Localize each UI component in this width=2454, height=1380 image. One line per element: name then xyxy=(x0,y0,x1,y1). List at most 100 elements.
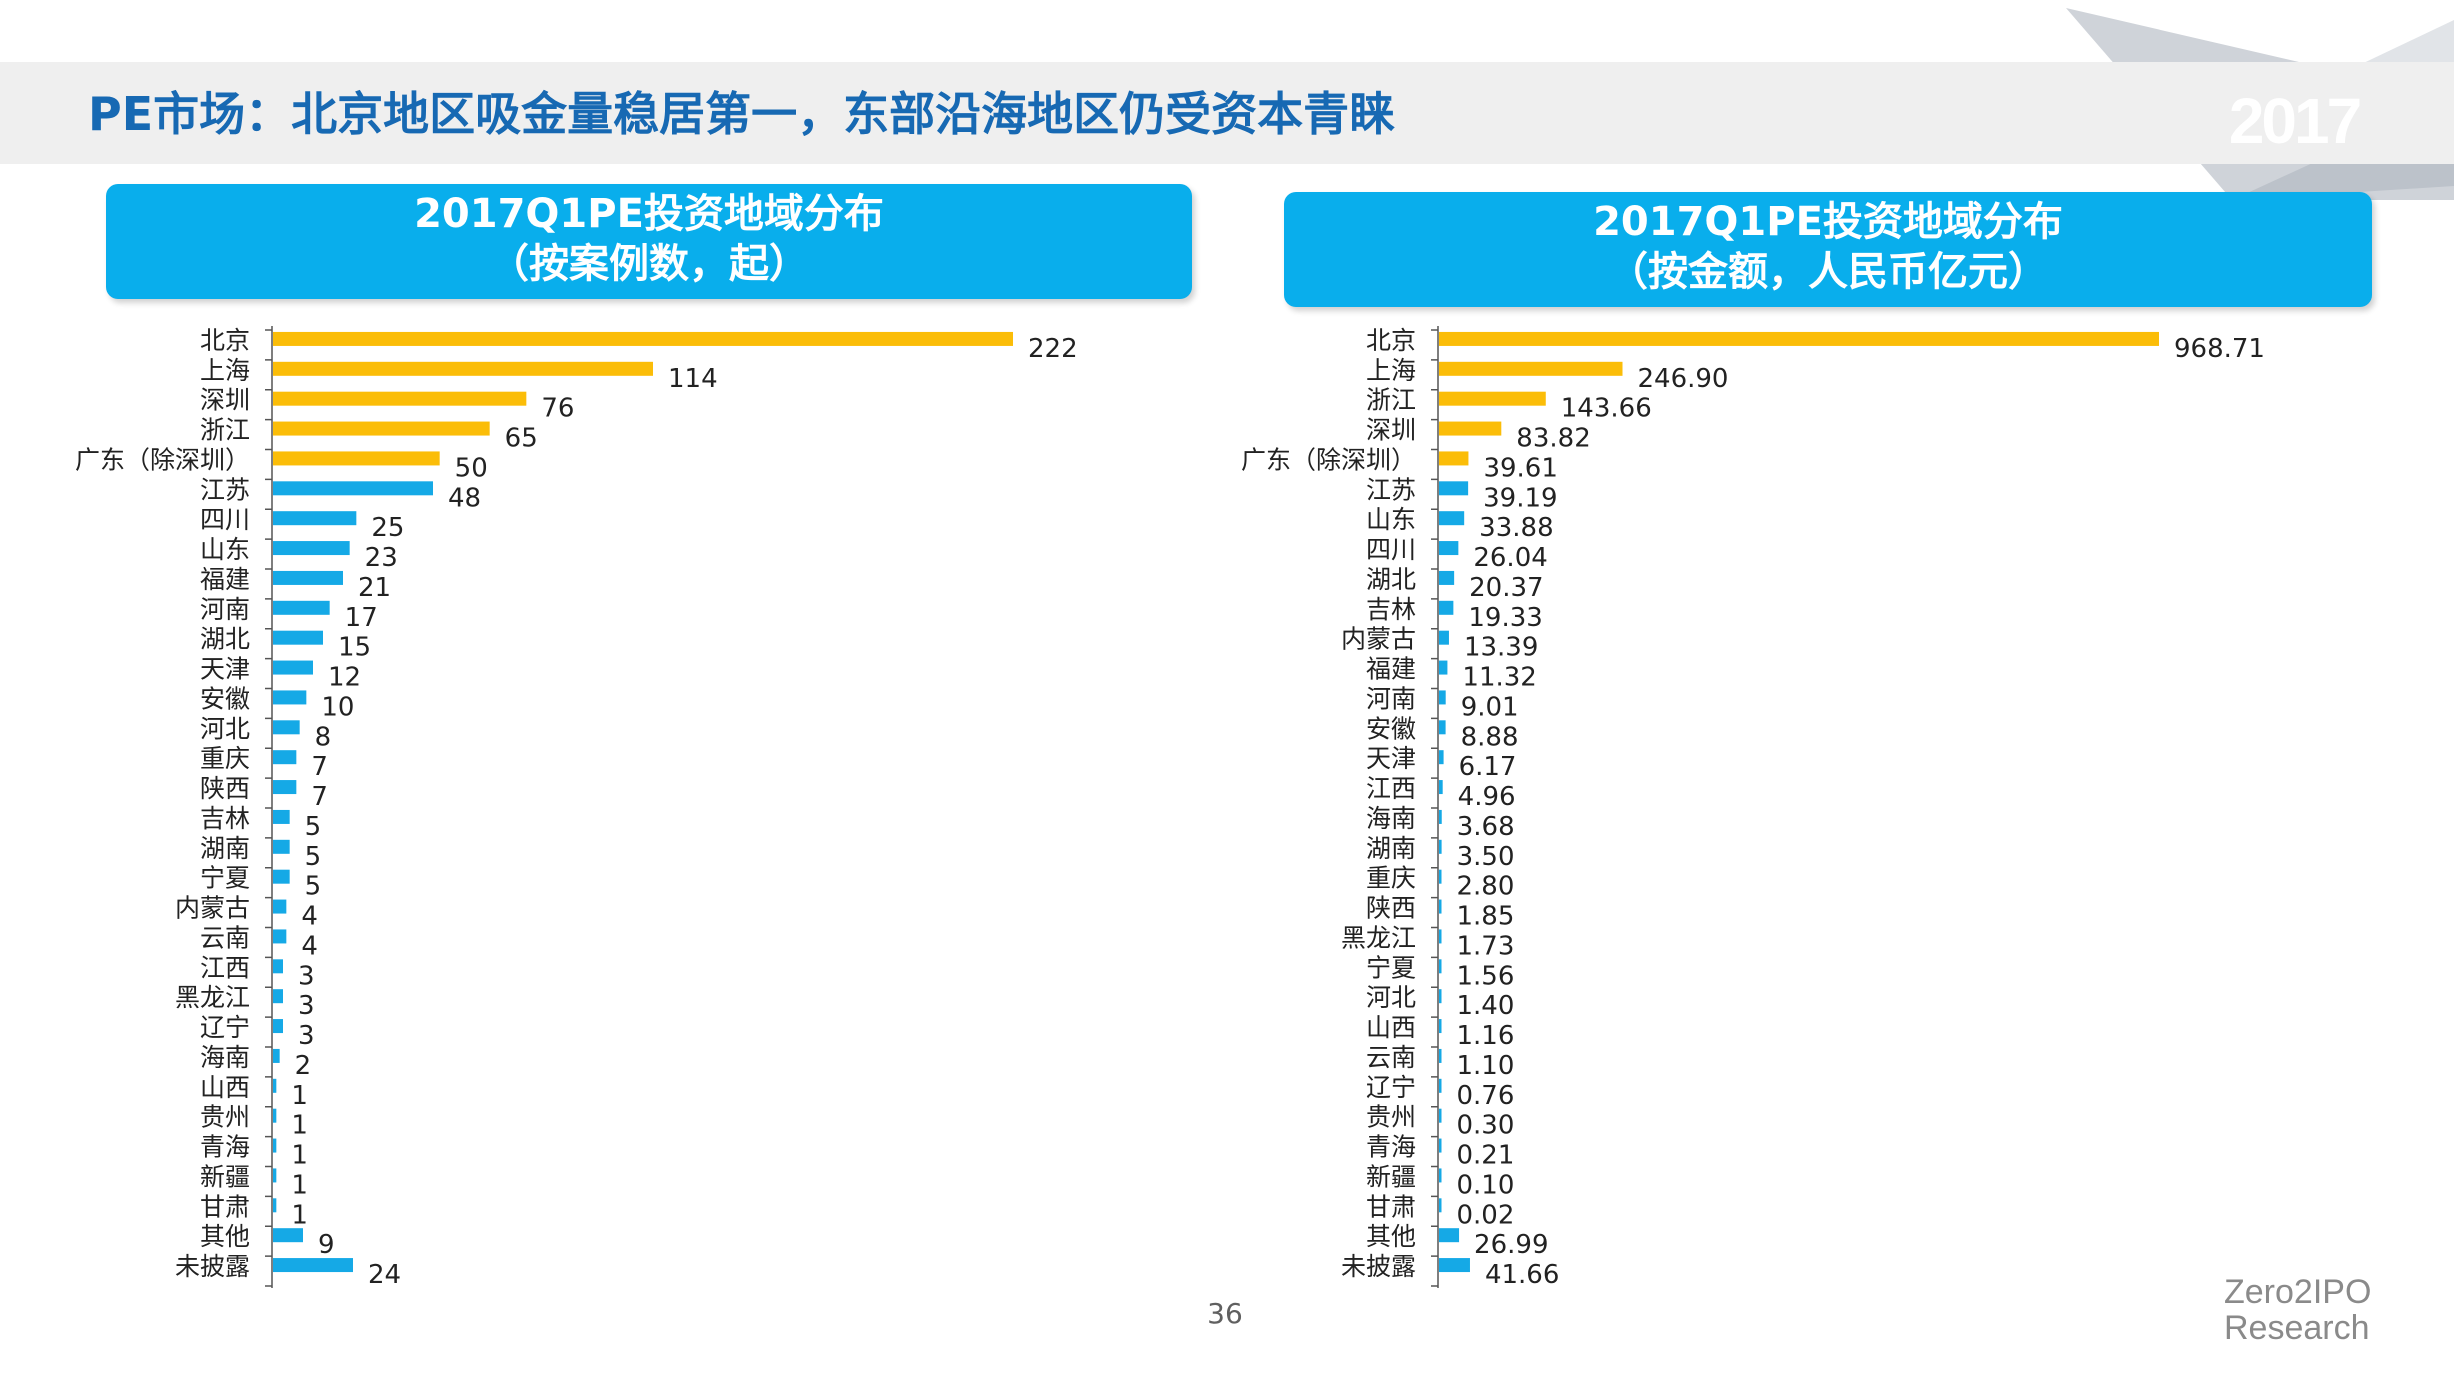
left-bar xyxy=(273,1108,277,1123)
left-bar xyxy=(273,809,290,824)
right-value-label: 33.88 xyxy=(1479,513,1553,543)
right-value-label: 3.68 xyxy=(1457,812,1515,842)
left-chart-title: 2017Q1PE投资地域分布 xyxy=(414,191,884,237)
left-category-label: 云南 xyxy=(200,923,250,952)
right-value-label: 26.99 xyxy=(1474,1230,1548,1260)
right-value-label: 19.33 xyxy=(1468,603,1542,633)
page-title: PE市场：北京地区吸金量稳居第一，东部沿海地区仍受资本青睐 xyxy=(88,87,1396,141)
right-category-label: 河南 xyxy=(1366,684,1416,713)
right-value-label: 83.82 xyxy=(1516,424,1590,454)
left-value-label: 114 xyxy=(668,364,718,394)
left-bar xyxy=(273,1258,353,1273)
left-bar xyxy=(273,750,297,765)
right-bar xyxy=(1439,391,1546,406)
right-category-label: 湖南 xyxy=(1366,834,1416,863)
right-bar xyxy=(1439,361,1623,376)
left-category-label: 黑龙江 xyxy=(175,983,250,1012)
right-category-label: 青海 xyxy=(1366,1133,1416,1162)
left-bar xyxy=(273,1138,277,1153)
right-bar xyxy=(1439,511,1465,526)
left-category-label: 福建 xyxy=(200,565,250,594)
right-value-label: 1.16 xyxy=(1457,1021,1515,1051)
left-bar xyxy=(273,1168,277,1183)
right-category-label: 甘肃 xyxy=(1366,1192,1416,1221)
left-category-label: 贵州 xyxy=(200,1103,250,1132)
right-bar xyxy=(1439,660,1448,675)
left-category-label: 深圳 xyxy=(200,386,250,415)
right-value-label: 9.01 xyxy=(1461,692,1519,722)
right-bar xyxy=(1439,989,1442,1004)
right-category-label: 黑龙江 xyxy=(1341,923,1416,952)
right-category-label: 辽宁 xyxy=(1366,1073,1416,1102)
left-bar xyxy=(273,331,1013,346)
left-value-label: 1 xyxy=(291,1141,308,1171)
left-category-label: 其他 xyxy=(200,1222,250,1251)
right-category-label: 福建 xyxy=(1366,655,1416,684)
left-bar xyxy=(273,899,287,914)
right-value-label: 968.71 xyxy=(2174,334,2265,364)
right-value-label: 2.80 xyxy=(1457,872,1515,902)
left-category-label: 未披露 xyxy=(175,1252,250,1281)
left-value-label: 2 xyxy=(295,1051,312,1081)
left-value-label: 7 xyxy=(311,782,328,812)
left-category-label: 天津 xyxy=(200,655,250,684)
left-category-label: 陕西 xyxy=(200,774,250,803)
right-category-label: 新疆 xyxy=(1366,1162,1416,1191)
right-value-label: 26.04 xyxy=(1473,543,1547,573)
right-category-label: 天津 xyxy=(1366,744,1416,773)
left-category-label: 吉林 xyxy=(200,804,250,833)
right-value-label: 11.32 xyxy=(1462,663,1536,693)
left-value-label: 23 xyxy=(365,543,398,573)
right-bar xyxy=(1439,1198,1442,1213)
left-category-label: 重庆 xyxy=(200,744,250,773)
left-value-label: 76 xyxy=(541,394,574,424)
right-category-label: 山西 xyxy=(1366,1013,1416,1042)
left-value-label: 25 xyxy=(371,513,404,543)
left-bar xyxy=(273,451,440,466)
right-bar xyxy=(1439,541,1459,556)
right-bar xyxy=(1439,600,1454,615)
left-category-label: 江西 xyxy=(200,953,250,982)
left-value-label: 1 xyxy=(291,1170,308,1200)
right-category-label: 其他 xyxy=(1366,1222,1416,1251)
right-category-label: 安徽 xyxy=(1366,714,1416,743)
left-category-label: 四川 xyxy=(200,505,250,534)
right-category-label: 北京 xyxy=(1366,326,1416,355)
right-bar xyxy=(1439,1019,1442,1034)
right-value-label: 0.10 xyxy=(1457,1170,1515,1200)
right-category-label: 内蒙古 xyxy=(1341,625,1416,654)
left-bar xyxy=(273,361,653,376)
logo-line1: Zero2IPO xyxy=(2224,1273,2372,1311)
right-value-label: 41.66 xyxy=(1485,1260,1559,1290)
left-bar xyxy=(273,391,527,406)
right-category-label: 云南 xyxy=(1366,1043,1416,1072)
left-bar xyxy=(273,1228,303,1243)
right-bar xyxy=(1439,720,1446,735)
right-bar xyxy=(1439,839,1442,854)
title-band xyxy=(0,62,2454,164)
left-bar xyxy=(273,780,297,795)
right-bar xyxy=(1439,809,1442,824)
left-category-label: 新疆 xyxy=(200,1162,250,1191)
right-category-label: 湖北 xyxy=(1366,565,1416,594)
right-value-label: 39.19 xyxy=(1483,483,1557,513)
left-category-label: 上海 xyxy=(200,356,250,385)
right-category-label: 江苏 xyxy=(1366,475,1416,504)
right-category-label: 海南 xyxy=(1366,804,1416,833)
left-bar xyxy=(273,570,343,585)
right-category-label: 浙江 xyxy=(1366,386,1416,415)
logo-line2: Research xyxy=(2224,1309,2370,1347)
left-bar xyxy=(273,989,283,1004)
left-category-label: 湖南 xyxy=(200,834,250,863)
right-category-label: 广东（除深圳） xyxy=(1241,445,1416,474)
right-bar xyxy=(1439,451,1469,466)
right-category-label: 四川 xyxy=(1366,535,1416,564)
left-chart-subtitle: （按案例数，起） xyxy=(489,241,809,287)
right-bar xyxy=(1439,780,1443,795)
right-value-label: 0.02 xyxy=(1457,1200,1515,1230)
left-category-label: 安徽 xyxy=(200,684,250,713)
left-bar xyxy=(273,511,357,526)
right-value-label: 0.30 xyxy=(1457,1111,1515,1141)
right-bar xyxy=(1439,1048,1442,1063)
left-bar xyxy=(273,630,323,645)
